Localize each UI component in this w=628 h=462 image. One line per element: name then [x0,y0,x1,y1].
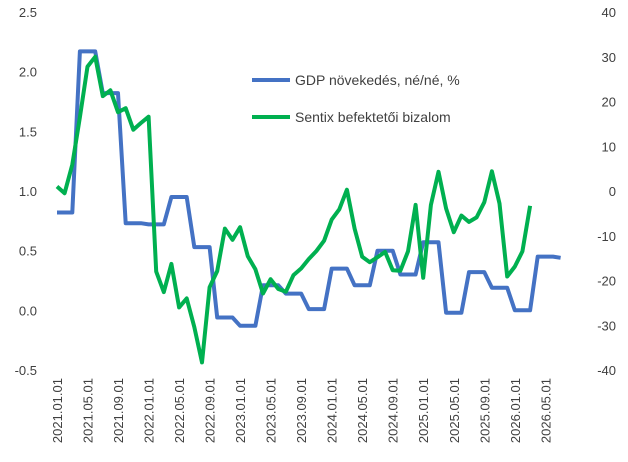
x-tick-label: 2025.09.01 [477,378,492,443]
legend-item-sentix: Sentix befektetői bizalom [252,109,451,125]
left-tick-label: 0.0 [19,303,37,318]
legend: GDP növekedés, né/né, % Sentix befektető… [252,72,460,125]
left-tick-label: 0.5 [19,244,37,259]
right-axis: -40 -30 -20 -10 0 10 20 30 40 [597,5,616,378]
right-tick-label: 10 [602,139,616,154]
x-tick-label: 2022.01.01 [142,378,157,443]
left-tick-label: 1.5 [19,124,37,139]
right-tick-label: 20 [602,95,616,110]
series-line-sentix [55,54,533,365]
right-tick-label: 30 [602,50,616,65]
x-tick-label: 2024.01.01 [325,378,340,443]
right-tick-label: 40 [602,5,616,20]
x-tick-label: 2023.09.01 [294,378,309,443]
x-tick-label: 2026.01.01 [508,378,523,443]
left-tick-label: -0.5 [15,363,37,378]
right-tick-label: -10 [597,229,616,244]
right-tick-label: -40 [597,363,616,378]
left-tick-label: 2.5 [19,5,37,20]
x-tick-label: 2021.05.01 [81,378,96,443]
x-tick-label: 2021.09.01 [111,378,126,443]
legend-label-sentix: Sentix befektetői bizalom [295,109,451,125]
x-tick-label: 2023.05.01 [264,378,279,443]
legend-label-gdp: GDP növekedés, né/né, % [295,72,460,88]
x-tick-label: 2023.01.01 [233,378,248,443]
x-tick-label: 2022.09.01 [203,378,218,443]
x-tick-label: 2026.05.01 [538,378,553,443]
x-tick-label: 2021.01.01 [50,378,65,443]
x-axis: 2021.01.01 2021.05.01 2021.09.01 2022.01.01… [50,378,553,443]
left-tick-label: 1.0 [19,184,37,199]
x-tick-label: 2022.05.01 [172,378,187,443]
left-tick-label: 2.0 [19,65,37,80]
x-tick-label: 2025.01.01 [416,378,431,443]
right-tick-label: -30 [597,318,616,333]
right-tick-label: 0 [609,184,616,199]
x-tick-label: 2024.05.01 [355,378,370,443]
series-line-gdp [57,49,561,328]
legend-item-gdp: GDP növekedés, né/né, % [252,72,460,88]
x-tick-label: 2025.05.01 [447,378,462,443]
left-axis: -0.5 0.0 0.5 1.0 1.5 2.0 2.5 [15,5,37,378]
series-lines [55,49,561,365]
right-tick-label: -20 [597,274,616,289]
x-tick-label: 2024.09.01 [386,378,401,443]
